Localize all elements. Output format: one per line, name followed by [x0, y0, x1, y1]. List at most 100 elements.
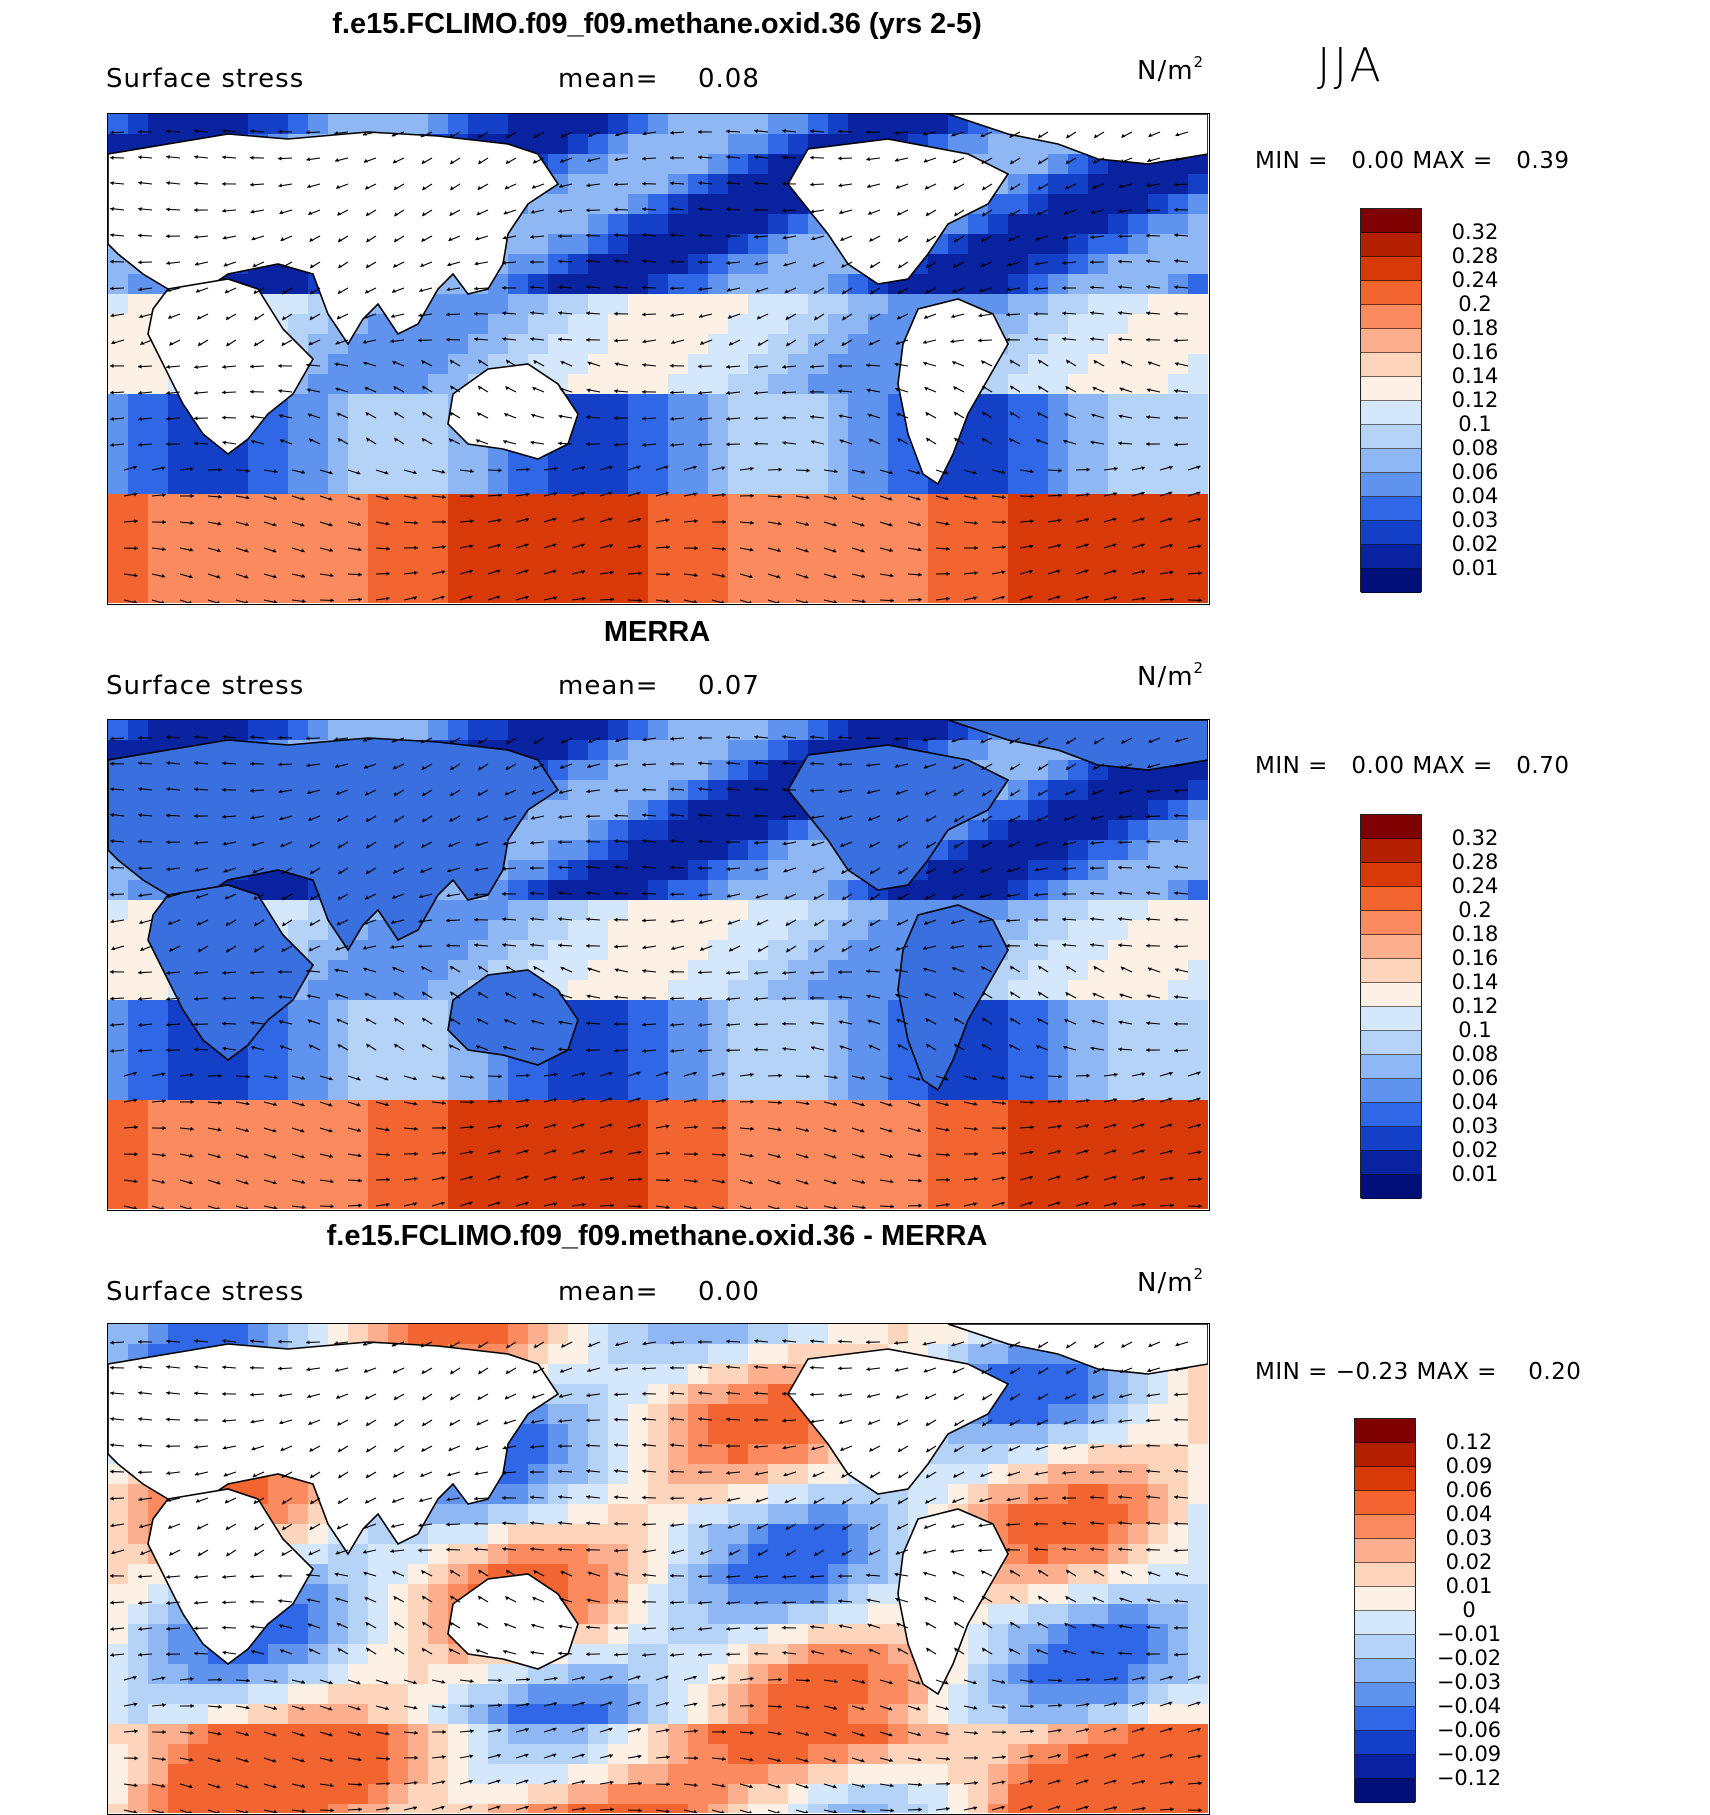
wind-vector-head — [952, 361, 957, 366]
stress-cell — [648, 820, 669, 841]
wind-vector-head — [980, 869, 985, 873]
stress-cell — [1168, 900, 1189, 921]
stress-cell — [328, 474, 349, 495]
stress-cell — [988, 1160, 1009, 1181]
stress-cell — [1108, 294, 1129, 315]
stress-cell — [488, 1060, 509, 1081]
stress-cell — [288, 314, 309, 335]
stress-cell — [108, 474, 129, 495]
wind-vector-head — [138, 287, 143, 292]
stress-cell — [1008, 1080, 1029, 1101]
stress-cell — [808, 474, 829, 495]
stress-cell — [368, 414, 389, 435]
stress-cell — [768, 1180, 789, 1201]
stress-cell — [1068, 800, 1089, 821]
stress-cell — [1088, 214, 1109, 235]
stress-cell — [648, 1080, 669, 1101]
stress-cell — [1008, 434, 1029, 455]
wind-vector-head — [309, 843, 314, 848]
wind-vector-head — [670, 233, 674, 238]
wind-vector-head — [477, 185, 482, 190]
wind-vector-head — [391, 919, 395, 924]
wind-vector-head — [869, 237, 874, 242]
stress-cell — [228, 1140, 249, 1161]
stress-cell — [248, 1040, 269, 1061]
wind-vector-head — [110, 813, 114, 818]
stress-cell — [188, 1160, 209, 1181]
stress-cell — [448, 960, 469, 981]
wind-vector-head — [755, 288, 760, 293]
wind-vector-head — [782, 208, 786, 213]
stress-cell — [708, 920, 729, 941]
wind-vector-head — [216, 600, 220, 603]
wind-vector-head — [1006, 337, 1010, 342]
wind-vector-head — [897, 211, 902, 216]
stress-cell — [1168, 514, 1189, 535]
stress-cell — [1048, 414, 1069, 435]
wind-vector-head — [530, 840, 534, 845]
stress-cell — [228, 494, 249, 515]
stress-cell — [808, 720, 829, 741]
stress-cell — [408, 1180, 429, 1201]
stress-cell — [228, 1160, 249, 1181]
stress-cell — [888, 554, 909, 575]
stress-cell — [1168, 820, 1189, 841]
stress-cell — [308, 1160, 329, 1181]
stress-cell — [848, 1140, 869, 1161]
stress-cell — [688, 900, 709, 921]
stress-cell — [548, 940, 569, 961]
wind-vector-head — [393, 263, 398, 268]
stress-cell — [648, 134, 669, 155]
wind-vector-head — [449, 817, 454, 822]
stress-cell — [1128, 254, 1149, 275]
stress-cell — [828, 1180, 849, 1201]
wind-vector-head — [1009, 438, 1014, 443]
stress-cell — [728, 194, 749, 215]
stress-cell — [1008, 194, 1029, 215]
stress-cell — [1148, 494, 1169, 515]
stress-cell — [368, 574, 389, 595]
wind-vector-head — [867, 789, 872, 794]
wind-vector-head — [420, 869, 425, 873]
wind-vector-head — [216, 548, 221, 552]
wind-vector-head — [194, 787, 198, 792]
wind-vector-head — [860, 548, 865, 553]
wind-vector-head — [953, 791, 958, 796]
wind-vector-head — [670, 363, 674, 368]
stress-cell — [548, 214, 569, 235]
wind-vector-head — [496, 569, 501, 574]
stress-cell — [208, 574, 229, 595]
stress-cell — [168, 534, 189, 555]
stress-cell — [288, 554, 309, 575]
stress-cell — [708, 1020, 729, 1041]
stress-cell — [1008, 920, 1029, 941]
stress-cell — [1068, 780, 1089, 801]
wind-vector-head — [167, 893, 171, 898]
wind-vector-head — [1062, 235, 1067, 240]
stress-cell — [268, 900, 289, 921]
stress-cell — [288, 1140, 309, 1161]
stress-cell — [868, 920, 889, 941]
stress-cell — [288, 474, 309, 495]
wind-vector-head — [222, 155, 226, 160]
wind-vector-head — [1174, 259, 1178, 264]
colorbar-label: 0.08 — [1451, 436, 1499, 460]
stress-cell — [848, 1200, 869, 1209]
stress-cell — [388, 434, 409, 455]
wind-vector-head — [861, 599, 866, 603]
wind-vector-head — [476, 817, 481, 821]
stress-cell — [668, 1100, 689, 1121]
stress-cell — [1028, 1060, 1049, 1081]
stress-cell — [748, 980, 769, 1001]
stress-cell — [668, 1080, 689, 1101]
wind-vector-head — [1174, 944, 1178, 949]
stress-cell — [1188, 354, 1208, 375]
stress-cell — [1128, 920, 1149, 941]
stress-cell — [708, 840, 729, 861]
stress-cell — [1028, 174, 1049, 195]
stress-cell — [928, 114, 949, 135]
stress-cell — [428, 574, 449, 595]
wind-vector-head — [1009, 360, 1014, 364]
stress-cell — [528, 1080, 549, 1101]
stress-cell — [228, 720, 249, 741]
